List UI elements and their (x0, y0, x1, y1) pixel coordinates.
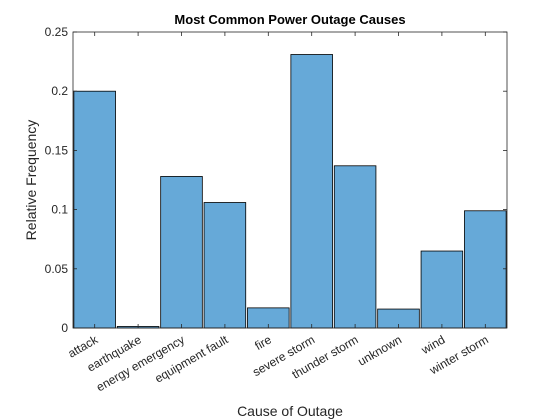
y-tick-label: 0.25 (45, 25, 69, 39)
y-tick-label: 0.15 (45, 143, 69, 157)
y-tick-label: 0.1 (51, 203, 68, 217)
x-tick-label: unknown (355, 332, 404, 368)
bar-winter-storm (464, 210, 507, 329)
axes-box (72, 31, 508, 329)
bar-severe-storm (290, 54, 333, 329)
x-axis-label: Cause of Outage (237, 403, 343, 419)
y-axis-label: Relative Frequency (23, 120, 39, 241)
y-tick-label: 0 (61, 321, 68, 335)
bar-wind (420, 250, 464, 329)
bar-thunder-storm (333, 165, 377, 329)
bar-equipment-fault (203, 202, 247, 329)
chart-title: Most Common Power Outage Causes (174, 12, 405, 27)
x-tick-label: equipment fault (152, 332, 231, 385)
x-tick-label: fire (252, 332, 274, 353)
y-tick-label: 0.2 (51, 84, 68, 98)
bar-energy-emergency (160, 176, 203, 329)
bar-attack (73, 90, 116, 329)
y-tick-label: 0.05 (45, 262, 69, 276)
bars-layer (73, 54, 507, 329)
axes-layer (72, 31, 508, 329)
x-tick-label: wind (418, 332, 447, 357)
